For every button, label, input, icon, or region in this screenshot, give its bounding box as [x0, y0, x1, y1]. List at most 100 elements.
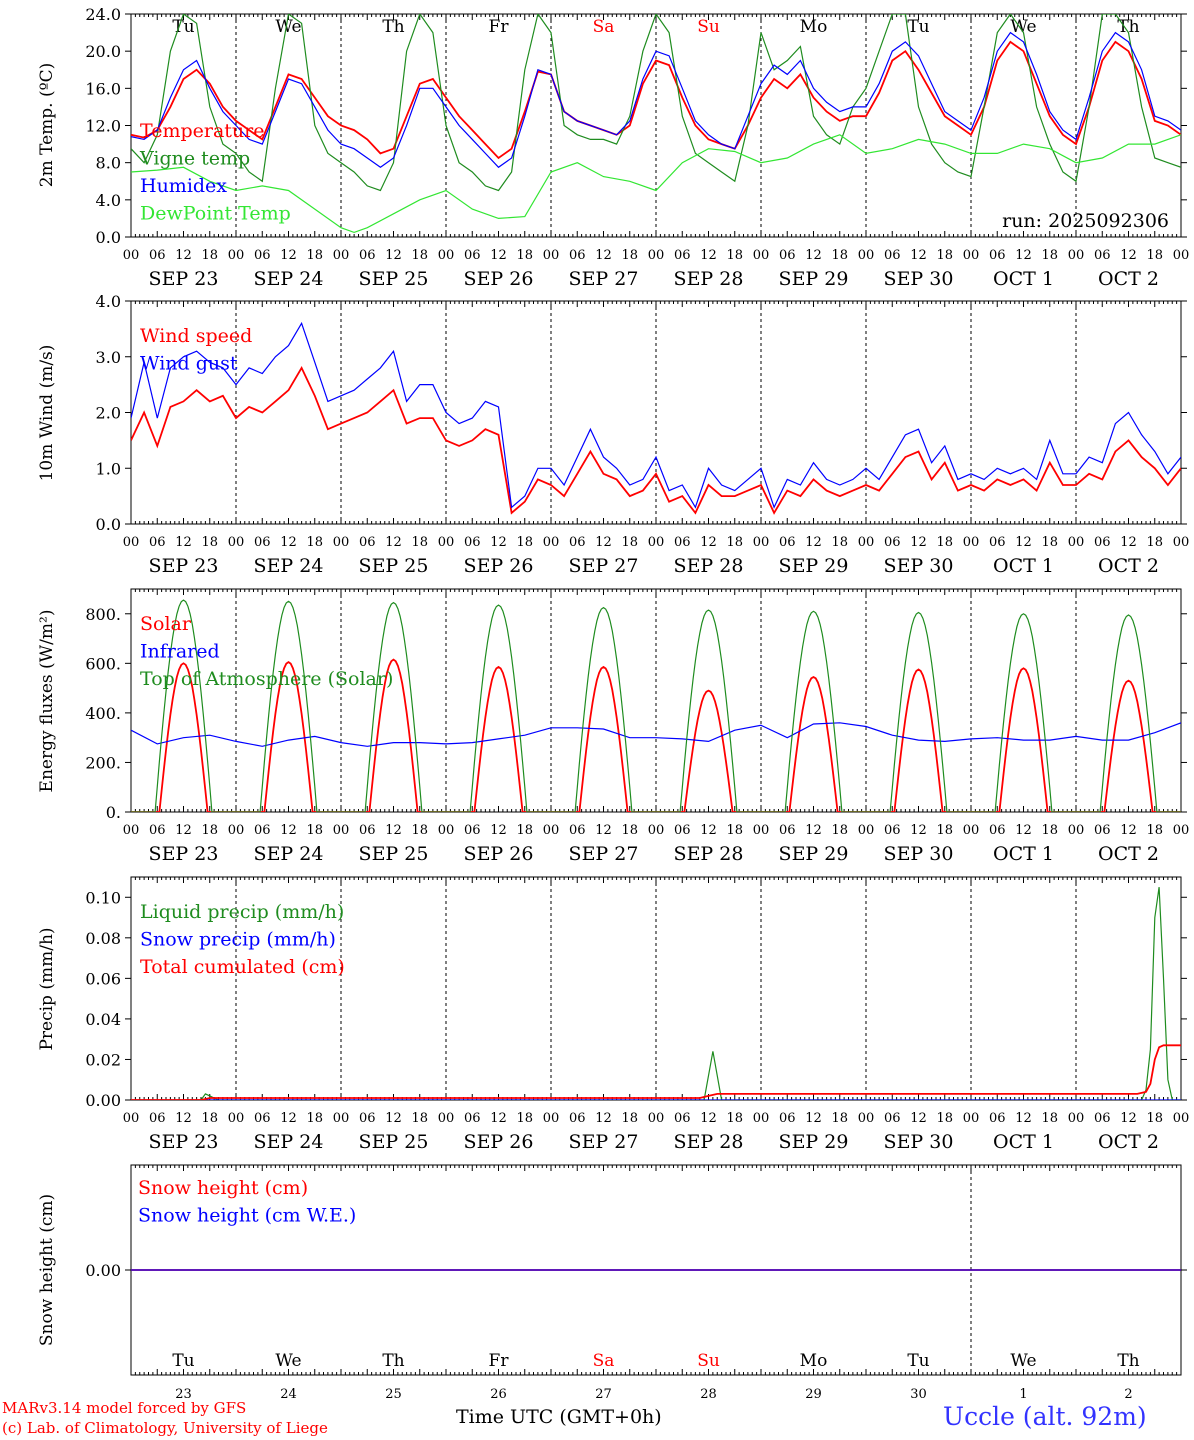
y-axis-label: 10m Wind (m/s) — [37, 345, 57, 482]
hour-label: 00 — [333, 535, 350, 550]
date-label: SEP 25 — [359, 1131, 429, 1153]
day-name: Sa — [593, 1351, 615, 1371]
hour-label: 00 — [1068, 823, 1085, 838]
hour-ticks — [130, 301, 1182, 524]
hour-label: 00 — [438, 1111, 455, 1126]
hour-label: 00 — [858, 823, 875, 838]
date-label: SEP 30 — [884, 268, 954, 290]
legend-entry: Wind gust — [140, 353, 238, 375]
hour-label: 12 — [1120, 1111, 1137, 1126]
hour-label: 06 — [674, 823, 691, 838]
hour-label: 18 — [516, 823, 533, 838]
series-line-infrared — [131, 722, 1181, 747]
date-label: SEP 28 — [674, 268, 744, 290]
hour-label: 18 — [201, 823, 218, 838]
hour-label: 18 — [831, 1111, 848, 1126]
day-number: 25 — [385, 1387, 402, 1402]
date-label: SEP 23 — [149, 1131, 219, 1153]
date-label: SEP 23 — [149, 843, 219, 865]
date-label: SEP 26 — [464, 555, 534, 577]
date-label: OCT 2 — [1098, 1131, 1159, 1153]
day-name: Mo — [800, 1351, 828, 1371]
hour-label: 18 — [201, 1111, 218, 1126]
legend-entry: Wind speed — [140, 325, 252, 347]
y-tick-label: 2.0 — [96, 404, 121, 423]
hour-label: 12 — [385, 535, 402, 550]
day-name: We — [275, 1351, 301, 1371]
day-number: 1 — [1019, 1387, 1027, 1402]
hour-label: 00 — [753, 535, 770, 550]
hour-label: 00 — [648, 248, 665, 263]
hour-label: 18 — [621, 535, 638, 550]
hour-label: 00 — [543, 535, 560, 550]
hour-label: 06 — [359, 1111, 376, 1126]
hour-label: 06 — [464, 1111, 481, 1126]
series-line-wind-speed — [131, 365, 1181, 515]
hour-label: 06 — [254, 823, 271, 838]
day-name: Th — [1117, 1351, 1139, 1371]
hour-label: 06 — [569, 535, 586, 550]
hour-ticks — [130, 589, 1182, 812]
date-label: OCT 1 — [993, 555, 1054, 577]
y-tick-label: 0.06 — [85, 969, 121, 988]
y-tick-label: 0.00 — [85, 1261, 121, 1280]
hour-label: 06 — [989, 1111, 1006, 1126]
y-axis-label: Energy fluxes (W/m²) — [37, 610, 57, 793]
y-tick-label: 0.02 — [85, 1050, 121, 1069]
hour-label: 06 — [464, 823, 481, 838]
hour-label: 06 — [359, 248, 376, 263]
hour-label: 18 — [1041, 1111, 1058, 1126]
hour-label: 06 — [779, 248, 796, 263]
series-line-dewpoint-temp — [131, 134, 1181, 234]
hour-label: 12 — [490, 248, 507, 263]
hour-label: 06 — [989, 823, 1006, 838]
hour-label: 18 — [621, 1111, 638, 1126]
hour-label: 00 — [228, 248, 245, 263]
date-label: OCT 2 — [1098, 555, 1159, 577]
hour-label: 06 — [779, 823, 796, 838]
hour-label: 06 — [149, 535, 166, 550]
hour-label: 12 — [1015, 248, 1032, 263]
plot-frame-3 — [130, 588, 1182, 813]
y-tick-label: 8.0 — [96, 154, 121, 173]
hour-label: 06 — [569, 823, 586, 838]
legend-entry: Total cumulated (cm) — [140, 956, 345, 978]
date-label: OCT 2 — [1098, 843, 1159, 865]
hour-label: 18 — [1041, 823, 1058, 838]
day-name: Su — [697, 1351, 720, 1371]
day-name: Th — [1117, 17, 1139, 37]
legend-entry: Temperature — [140, 120, 264, 142]
date-label: SEP 28 — [674, 843, 744, 865]
hour-label: 18 — [411, 823, 428, 838]
run-annotation: run: 2025092306 — [1002, 210, 1169, 232]
series-line-liquid-precip-mm-h- — [131, 887, 1181, 1100]
hour-label: 06 — [884, 535, 901, 550]
hour-label: 12 — [910, 823, 927, 838]
date-label: OCT 1 — [993, 268, 1054, 290]
day-number: 29 — [805, 1387, 822, 1402]
legend-entry: Snow height (cm W.E.) — [138, 1205, 356, 1227]
hour-label: 12 — [805, 823, 822, 838]
series-line-humidex — [131, 31, 1181, 169]
hour-label: 00 — [438, 535, 455, 550]
hour-label: 00 — [1173, 823, 1190, 838]
legend-entry: Humidex — [140, 175, 227, 197]
hour-label: 00 — [858, 248, 875, 263]
day-name: We — [1010, 1351, 1036, 1371]
hour-label: 12 — [490, 823, 507, 838]
hour-label: 00 — [333, 823, 350, 838]
date-label: SEP 26 — [464, 843, 534, 865]
day-number: 24 — [280, 1387, 297, 1402]
hour-label: 18 — [831, 248, 848, 263]
hour-label: 00 — [333, 1111, 350, 1126]
hour-label: 12 — [700, 248, 717, 263]
y-tick-label: 20.0 — [85, 42, 121, 61]
hour-label: 18 — [936, 248, 953, 263]
day-name: We — [1010, 17, 1036, 37]
date-label: SEP 24 — [254, 1131, 324, 1153]
date-label: SEP 27 — [569, 1131, 639, 1153]
hour-label: 06 — [779, 535, 796, 550]
date-label: SEP 30 — [884, 1131, 954, 1153]
date-label: SEP 27 — [569, 555, 639, 577]
day-name: Su — [697, 17, 720, 37]
